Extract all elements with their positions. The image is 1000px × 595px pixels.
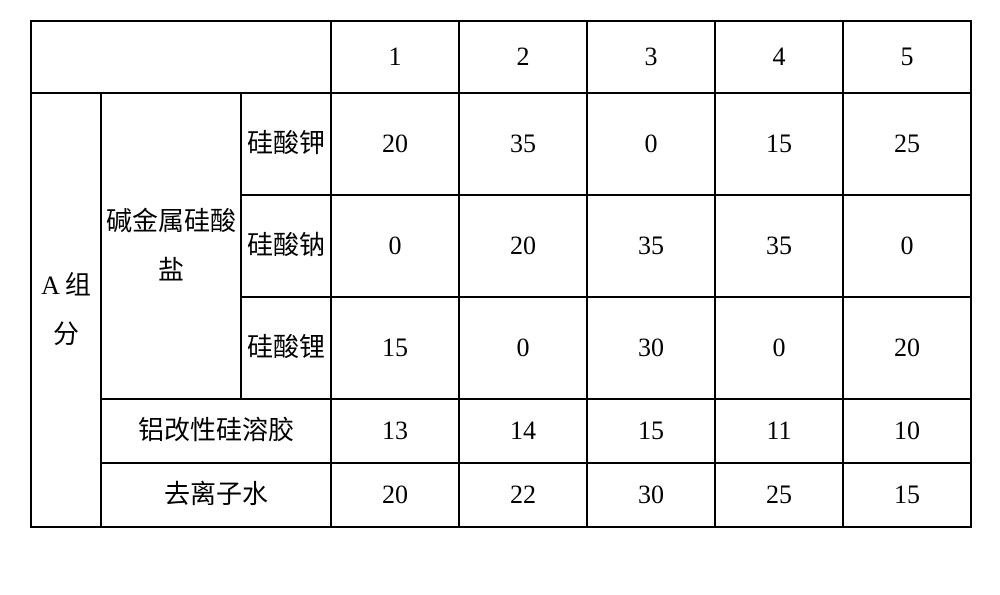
cell: 15	[587, 399, 715, 463]
col-header-3: 3	[587, 21, 715, 93]
header-blank	[31, 21, 331, 93]
cell: 0	[587, 93, 715, 195]
al-mod-silica-sol-label: 铝改性硅溶胶	[101, 399, 331, 463]
col-header-2: 2	[459, 21, 587, 93]
alkali-silicate-label: 碱金属硅酸盐	[101, 93, 241, 399]
col-header-4: 4	[715, 21, 843, 93]
cell: 22	[459, 463, 587, 527]
col-header-1: 1	[331, 21, 459, 93]
data-table: 1 2 3 4 5 A 组分 碱金属硅酸盐 硅酸钾 20 35 0 15 25 …	[30, 20, 972, 528]
alkali-silicate-text: 碱金属硅酸盐	[106, 207, 236, 285]
cell: 11	[715, 399, 843, 463]
cell: 20	[331, 463, 459, 527]
cell: 35	[587, 195, 715, 297]
table-row: A 组分 碱金属硅酸盐 硅酸钾 20 35 0 15 25	[31, 93, 971, 195]
deionized-water-label: 去离子水	[101, 463, 331, 527]
lithium-silicate-label: 硅酸锂	[241, 297, 331, 399]
sodium-silicate-label: 硅酸钠	[241, 195, 331, 297]
cell: 0	[459, 297, 587, 399]
header-row: 1 2 3 4 5	[31, 21, 971, 93]
cell: 35	[715, 195, 843, 297]
cell: 25	[715, 463, 843, 527]
cell: 15	[843, 463, 971, 527]
cell: 15	[331, 297, 459, 399]
cell: 30	[587, 297, 715, 399]
table-container: 1 2 3 4 5 A 组分 碱金属硅酸盐 硅酸钾 20 35 0 15 25 …	[0, 0, 1000, 548]
cell: 25	[843, 93, 971, 195]
cell: 0	[331, 195, 459, 297]
potassium-silicate-label: 硅酸钾	[241, 93, 331, 195]
cell: 20	[459, 195, 587, 297]
cell: 30	[587, 463, 715, 527]
cell: 20	[331, 93, 459, 195]
cell: 10	[843, 399, 971, 463]
cell: 35	[459, 93, 587, 195]
cell: 15	[715, 93, 843, 195]
cell: 13	[331, 399, 459, 463]
group-a-label: A 组分	[31, 93, 101, 527]
table-row: 去离子水 20 22 30 25 15	[31, 463, 971, 527]
cell: 0	[715, 297, 843, 399]
group-a-text: A 组分	[41, 271, 91, 349]
cell: 14	[459, 399, 587, 463]
cell: 20	[843, 297, 971, 399]
cell: 0	[843, 195, 971, 297]
table-row: 铝改性硅溶胶 13 14 15 11 10	[31, 399, 971, 463]
col-header-5: 5	[843, 21, 971, 93]
